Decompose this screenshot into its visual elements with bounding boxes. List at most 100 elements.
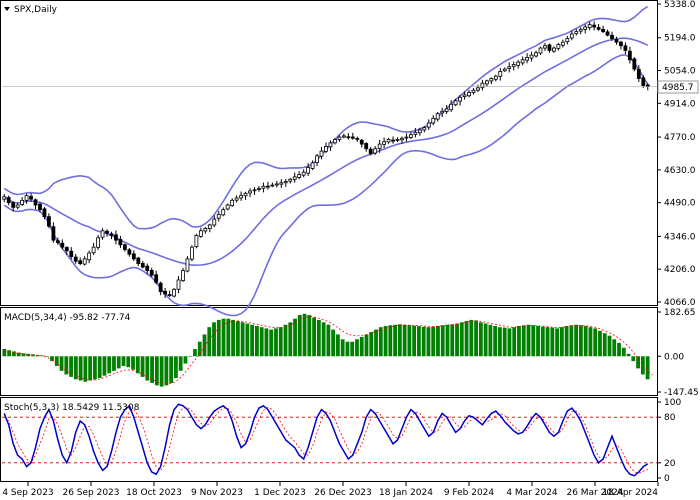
- macd-bar: [355, 339, 359, 357]
- macd-bar: [607, 335, 612, 357]
- macd-bar: [340, 339, 345, 357]
- candle-body: [310, 162, 315, 169]
- candle-body: [283, 181, 288, 184]
- candle-body: [82, 258, 87, 265]
- macd-bar: [359, 336, 364, 357]
- candle-body: [382, 141, 386, 145]
- candle-body: [24, 195, 29, 201]
- macd-bar: [598, 330, 602, 357]
- macd-bar: [545, 327, 550, 357]
- macd-bar: [297, 315, 302, 357]
- macd-bar: [7, 350, 12, 357]
- macd-bar: [45, 356, 50, 357]
- macd-bar: [97, 356, 102, 379]
- candle-body: [632, 58, 637, 70]
- macd-layer: [2, 313, 653, 387]
- macd-bar: [54, 356, 59, 366]
- stoch-axis-tick-label: 20: [664, 459, 676, 469]
- x-axis-tick-label: 26 Mar 2024: [566, 488, 623, 498]
- candle-body: [471, 89, 476, 93]
- x-axis-tick-label: 9 Nov 2023: [191, 488, 243, 498]
- macd-axis-tick-label: 0.00: [664, 352, 684, 362]
- candle-body: [105, 230, 109, 234]
- candle-body: [413, 131, 418, 135]
- candle-body: [484, 80, 489, 85]
- symbol-dropdown-icon[interactable]: [4, 7, 10, 11]
- macd-bar: [512, 327, 517, 357]
- candle-body: [158, 282, 163, 293]
- candle-body: [516, 61, 521, 66]
- candle-body: [377, 143, 382, 149]
- candle-body: [355, 138, 360, 140]
- candle-body: [207, 224, 212, 229]
- candle-body: [462, 94, 467, 98]
- macd-bar: [250, 324, 255, 357]
- candle-body: [55, 240, 60, 243]
- macd-bar: [550, 327, 555, 357]
- candle-body: [498, 71, 503, 77]
- macd-bar: [331, 329, 336, 357]
- candle-body: [341, 135, 346, 138]
- candle-body: [574, 31, 579, 34]
- candle-body: [230, 199, 235, 206]
- stoch-label: Stoch(5,3,3) 18.5429 11.5308: [4, 403, 140, 413]
- macd-bar: [107, 356, 112, 374]
- candle-body: [176, 279, 181, 290]
- price-axis-tick-label: 5338.0: [664, 0, 696, 10]
- candle-body: [610, 34, 614, 40]
- candle-body: [319, 150, 324, 157]
- candle-body: [569, 33, 574, 39]
- macd-bar: [293, 318, 297, 357]
- candle-body: [525, 57, 530, 61]
- macd-bar: [445, 324, 450, 357]
- candle-body: [467, 92, 471, 97]
- price-axis-tick-label: 4490.0: [664, 199, 696, 209]
- macd-bar: [274, 328, 278, 357]
- macd-bar: [521, 325, 526, 357]
- candle-body: [234, 197, 239, 201]
- macd-bar: [459, 322, 464, 357]
- candle-body: [91, 246, 96, 254]
- macd-bar: [436, 325, 440, 357]
- x-axis-tick-label: 18 Apr 2024: [602, 488, 658, 498]
- candle-body: [167, 294, 172, 296]
- macd-bar: [640, 356, 645, 375]
- candle-body: [543, 45, 547, 49]
- price-axis-tick-label: 4206.0: [664, 265, 696, 275]
- stoch-axis-tick-label: 0: [664, 474, 670, 484]
- macd-bar: [502, 327, 507, 357]
- macd-bar: [159, 356, 164, 387]
- macd-bar: [431, 326, 436, 357]
- macd-bar: [40, 355, 45, 357]
- macd-bar: [26, 353, 31, 357]
- candle-body: [476, 87, 480, 91]
- macd-bar: [69, 356, 73, 377]
- macd-bar: [569, 325, 574, 357]
- macd-bar: [507, 328, 512, 357]
- candle-body: [306, 167, 311, 174]
- macd-bar: [383, 325, 388, 357]
- candle-body: [346, 136, 351, 139]
- candle-body: [502, 68, 507, 72]
- macd-bar: [636, 356, 640, 369]
- candle-body: [292, 176, 297, 180]
- candle-body: [587, 24, 592, 29]
- macd-bar: [164, 356, 169, 386]
- macd-bar: [531, 325, 536, 357]
- candle-body: [511, 64, 516, 67]
- x-axis-tick-label: 26 Dec 2023: [314, 488, 372, 498]
- candle-body: [337, 136, 342, 140]
- macd-bar: [564, 325, 569, 357]
- x-axis-tick-label: 18 Jan 2024: [379, 488, 433, 498]
- macd-bar: [464, 321, 469, 357]
- candle-body: [198, 230, 203, 237]
- price-axis-tick-label: 4630.0: [664, 166, 696, 176]
- candle-body: [315, 155, 319, 163]
- candle-body: [619, 41, 623, 47]
- candle-body: [33, 199, 38, 206]
- candle-body: [221, 209, 226, 216]
- macd-bar: [121, 356, 126, 366]
- candle-body: [552, 47, 556, 52]
- macd-bar: [498, 327, 502, 357]
- macd-bar: [450, 324, 455, 357]
